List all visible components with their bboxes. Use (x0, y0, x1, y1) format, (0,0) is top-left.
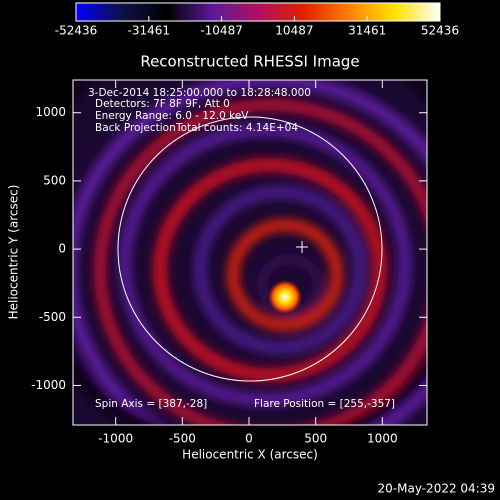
y-axis-label: Heliocentric Y (arcsec) (7, 185, 21, 320)
y-tick-label: -500 (39, 310, 66, 324)
spin-axis-marker (296, 241, 308, 253)
colorbar (75, 2, 441, 22)
spin-axis: Spin Axis = [387,-28] (95, 398, 207, 410)
colorbar-tick-label: -52436 (55, 24, 98, 38)
y-tick-label: 500 (43, 173, 66, 187)
y-tick-label: -1000 (31, 378, 66, 392)
x-tick-label: 0 (245, 432, 253, 446)
flare-position: Flare Position = [255,-357] (254, 398, 395, 410)
annotation: Back Projection (95, 122, 176, 134)
colorbar-tick-label: 10487 (275, 24, 313, 38)
colorbar-tick-label: -31461 (128, 24, 171, 38)
x-tick-label: 500 (304, 432, 327, 446)
colorbar-tick-label: -10487 (200, 24, 243, 38)
colorbar-tick-label: 31461 (348, 24, 386, 38)
plot-frame (72, 79, 428, 426)
colorbar-tick-label: 52436 (421, 24, 459, 38)
annotation: Detectors: 7F 8F 9F, Att 0 (95, 98, 230, 110)
solar-limb (117, 116, 383, 382)
chart-title: Reconstructed RHESSI Image (140, 53, 359, 71)
image (73, 80, 427, 425)
x-tick-label: -500 (169, 432, 196, 446)
x-tick-label: 1000 (367, 432, 398, 446)
y-tick-label: 1000 (35, 105, 66, 119)
annotation: 3-Dec-2014 18:25:00.000 to 18:28:48.000 (88, 87, 311, 99)
y-tick-label: 0 (58, 242, 66, 256)
timestamp: 20-May-2022 04:39 (378, 482, 495, 496)
x-axis-label: Heliocentric X (arcsec) (182, 448, 318, 462)
x-tick-label: -1000 (98, 432, 133, 446)
annotation: Total counts: 4.14E+04 (175, 122, 298, 134)
annotation: Energy Range: 6.0 - 12.0 keV (95, 110, 249, 122)
